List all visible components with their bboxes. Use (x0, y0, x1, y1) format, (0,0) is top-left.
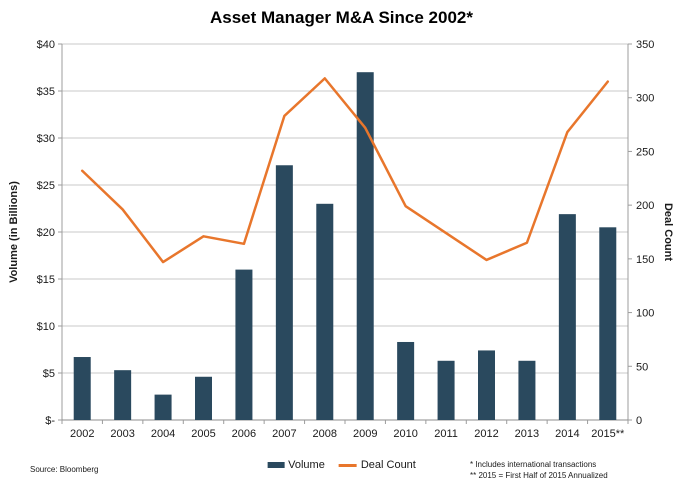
y-axis-title-left: Volume (in Billions) (8, 181, 20, 283)
left-axis-tick-label: $25 (37, 180, 55, 192)
bar-2008 (316, 203, 334, 420)
source-note: Source: Bloomberg (30, 465, 99, 474)
bar-2014 (558, 214, 576, 420)
bar-2012 (478, 350, 495, 420)
right-axis-tick-label: 300 (636, 93, 654, 105)
left-axis-tick-label: $10 (37, 321, 55, 333)
x-axis-label: 2004 (151, 428, 175, 440)
legend-item-volume: Volume (267, 459, 325, 471)
bar-2013 (518, 360, 536, 420)
left-axis-tick-label: $- (45, 415, 55, 427)
chart-title: Asset Manager M&A Since 2002* (210, 8, 473, 27)
x-axis-label: 2011 (434, 428, 458, 440)
x-axis-label: 2013 (515, 428, 539, 440)
bar-2004 (154, 394, 172, 420)
x-axis-label: 2010 (393, 428, 417, 440)
legend-volume-label: Volume (288, 459, 325, 471)
left-axis-tick-label: $5 (43, 368, 55, 380)
legend: Volume Deal Count (267, 459, 416, 471)
right-axis-tick-label: 350 (636, 39, 654, 51)
x-axis-label: 2014 (555, 428, 579, 440)
left-axis-tick-label: $20 (37, 227, 55, 239)
legend-deal-count-label: Deal Count (360, 459, 416, 471)
x-axis-label: 2012 (474, 428, 498, 440)
right-axis-tick-label: 100 (636, 308, 654, 320)
deal-count-line (80, 77, 610, 264)
right-axis-tick-label: 50 (636, 361, 648, 373)
y-axis-title-right: Deal Count (662, 202, 674, 262)
x-axis-label: 2007 (272, 428, 296, 440)
bar-2006 (235, 269, 253, 420)
left-axis-tick-label: $15 (37, 274, 55, 286)
right-axis-tick-label: 200 (636, 200, 654, 212)
footnote-1: * Includes international transactions (470, 460, 597, 469)
left-axis-tick-label: $35 (37, 86, 55, 98)
bar-2007 (275, 165, 293, 420)
bar-2009 (356, 72, 374, 420)
deal-count-line-swatch (338, 463, 357, 467)
bar-2010 (397, 341, 415, 420)
x-axis-label: 2015** (591, 428, 625, 440)
x-axis-label: 2008 (313, 428, 337, 440)
x-axis-label: 2009 (353, 428, 377, 440)
footnote-2: ** 2015 = First Half of 2015 Annualized (470, 471, 608, 480)
left-axis-tick-label: $40 (37, 39, 55, 51)
x-axis-label: 2006 (232, 428, 256, 440)
bar-2002 (73, 357, 91, 420)
left-axis-tick-label: $30 (37, 133, 55, 145)
legend-item-deal-count: Deal Count (338, 459, 416, 471)
right-axis-tick-label: 250 (636, 146, 654, 158)
x-axis-label: 2002 (70, 428, 94, 440)
bar-2015** (599, 227, 617, 420)
footnotes: * Includes international transactions **… (470, 459, 608, 481)
x-axis-label: 2003 (110, 428, 134, 440)
right-axis-tick-label: 0 (636, 415, 642, 427)
bar-2005 (195, 376, 212, 420)
x-axis-label: 2005 (191, 428, 215, 440)
bar-2003 (114, 370, 132, 420)
right-axis-tick-label: 150 (636, 254, 654, 266)
bar-2011 (437, 360, 455, 420)
volume-bar-swatch (267, 462, 285, 468)
